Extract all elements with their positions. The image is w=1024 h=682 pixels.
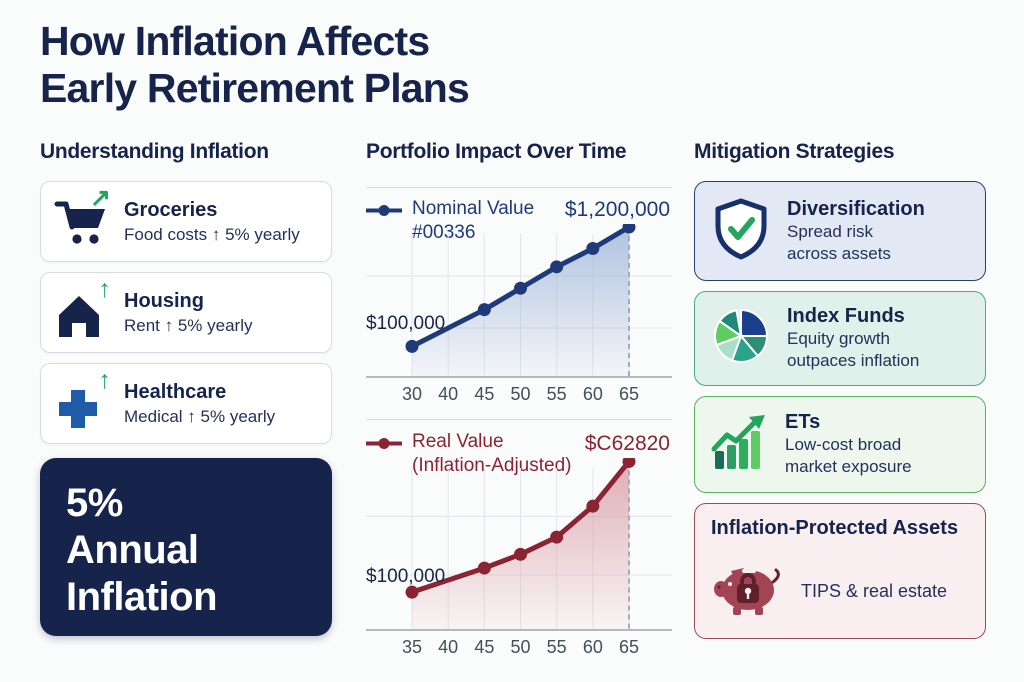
- svg-text:$100,000: $100,000: [366, 566, 445, 587]
- legend-series-name: Nominal Value: [412, 198, 535, 219]
- svg-text:60: 60: [583, 637, 603, 657]
- svg-text:50: 50: [510, 637, 530, 657]
- groceries-title: Groceries: [124, 198, 218, 221]
- legend-series-note: (Inflation-Adjusted): [412, 454, 572, 476]
- piggy-bank-lock-icon: [711, 558, 785, 625]
- line-marker-icon: [366, 205, 402, 216]
- understanding-inflation-section: Understanding Inflation ↗ Groceries Food…: [40, 140, 332, 636]
- bar-growth-icon: [709, 411, 771, 478]
- svg-text:65: 65: [619, 637, 639, 657]
- callout-line3: Inflation: [66, 575, 218, 620]
- healthcare-title: Healthcare: [124, 380, 227, 403]
- nominal-value-chart: $100,000 30 40 45 50 55 60 65: [366, 224, 672, 404]
- callout-line1: 5%: [66, 481, 123, 525]
- svg-text:45: 45: [474, 637, 494, 657]
- real-value-legend: Real Value (Inflation-Adjusted): [366, 430, 571, 478]
- up-trend-arrow-icon: ↑: [98, 365, 112, 394]
- svg-text:40: 40: [438, 637, 458, 657]
- index-funds-title: Index Funds: [787, 305, 905, 328]
- svg-text:30: 30: [402, 384, 422, 404]
- inflation-protected-card: Inflation-Protected Assets: [694, 503, 986, 639]
- nominal-end-value: $1,200,000: [564, 198, 670, 221]
- ets-sub1: Low-cost broad: [785, 435, 902, 455]
- housing-card: ↑ Housing Rent ↑ 5% yearly: [40, 272, 332, 353]
- real-end-value: $C62820: [584, 432, 670, 455]
- healthcare-card: ↑ Healthcare Medical ↑ 5% yearly: [40, 363, 332, 444]
- mitigation-strategies-section: Mitigation Strategies Diversification Sp…: [694, 140, 986, 639]
- diversification-card: Diversification Spread risk across asset…: [694, 181, 986, 281]
- section-heading-portfolio: Portfolio Impact Over Time: [366, 140, 627, 163]
- diversification-title: Diversification: [787, 197, 925, 220]
- page-title: How Inflation Affects Early Retirement P…: [40, 18, 470, 111]
- housing-subtitle: Rent ↑ 5% yearly: [124, 315, 253, 335]
- divider: [366, 419, 672, 420]
- svg-text:40: 40: [438, 384, 458, 404]
- index-funds-card: Index Funds Equity growth outpaces infla…: [694, 291, 986, 386]
- svg-text:55: 55: [547, 637, 567, 657]
- cross-icon: ↑: [53, 367, 111, 432]
- shield-check-icon: [709, 196, 773, 267]
- diversification-sub2: across assets: [787, 243, 891, 263]
- index-funds-sub1: Equity growth: [787, 329, 890, 349]
- section-heading-understanding: Understanding Inflation: [40, 140, 269, 163]
- section-heading-mitigation: Mitigation Strategies: [694, 140, 895, 163]
- ets-sub2: market exposure: [785, 457, 912, 476]
- house-icon: ↑: [53, 276, 111, 341]
- page-title-line2: Early Retirement Plans: [40, 64, 470, 111]
- up-trend-arrow-icon: ↗: [90, 183, 111, 212]
- ets-title: ETs: [785, 411, 821, 434]
- svg-text:35: 35: [402, 637, 422, 657]
- groceries-subtitle: Food costs ↑ 5% yearly: [124, 224, 300, 244]
- index-funds-sub2: outpaces inflation: [787, 351, 920, 370]
- legend-series-note: #00336: [412, 221, 476, 243]
- housing-title: Housing: [124, 289, 204, 312]
- svg-text:55: 55: [547, 384, 567, 404]
- svg-text:60: 60: [583, 384, 603, 404]
- diversification-sub1: Spread risk: [787, 221, 873, 241]
- legend-series-name: Real Value: [412, 431, 504, 452]
- svg-text:$100,000: $100,000: [366, 313, 445, 334]
- pie-chart-icon: [709, 304, 773, 373]
- up-trend-arrow-icon: ↑: [98, 274, 112, 303]
- cart-icon: ↗: [53, 185, 111, 250]
- annual-inflation-callout: 5% Annual Inflation: [40, 458, 332, 636]
- ets-card: ETs Low-cost broad market exposure: [694, 396, 986, 493]
- svg-text:65: 65: [619, 384, 639, 404]
- nominal-value-legend: Nominal Value #00336: [366, 197, 534, 245]
- callout-line2: Annual: [66, 528, 199, 573]
- line-marker-icon: [366, 438, 402, 449]
- portfolio-impact-section: Portfolio Impact Over Time Nominal Value…: [366, 140, 672, 680]
- svg-text:50: 50: [510, 384, 530, 404]
- inflation-protected-subtitle: TIPS & real estate: [801, 580, 948, 601]
- groceries-card: ↗ Groceries Food costs ↑ 5% yearly: [40, 181, 332, 262]
- svg-text:45: 45: [474, 384, 494, 404]
- page-title-line1: How Inflation Affects: [40, 18, 430, 64]
- real-value-chart: $100,000 35 40 45 50 55 60 65: [366, 458, 672, 657]
- healthcare-subtitle: Medical ↑ 5% yearly: [124, 406, 276, 426]
- divider: [366, 187, 672, 188]
- inflation-protected-title: Inflation-Protected Assets: [711, 517, 959, 539]
